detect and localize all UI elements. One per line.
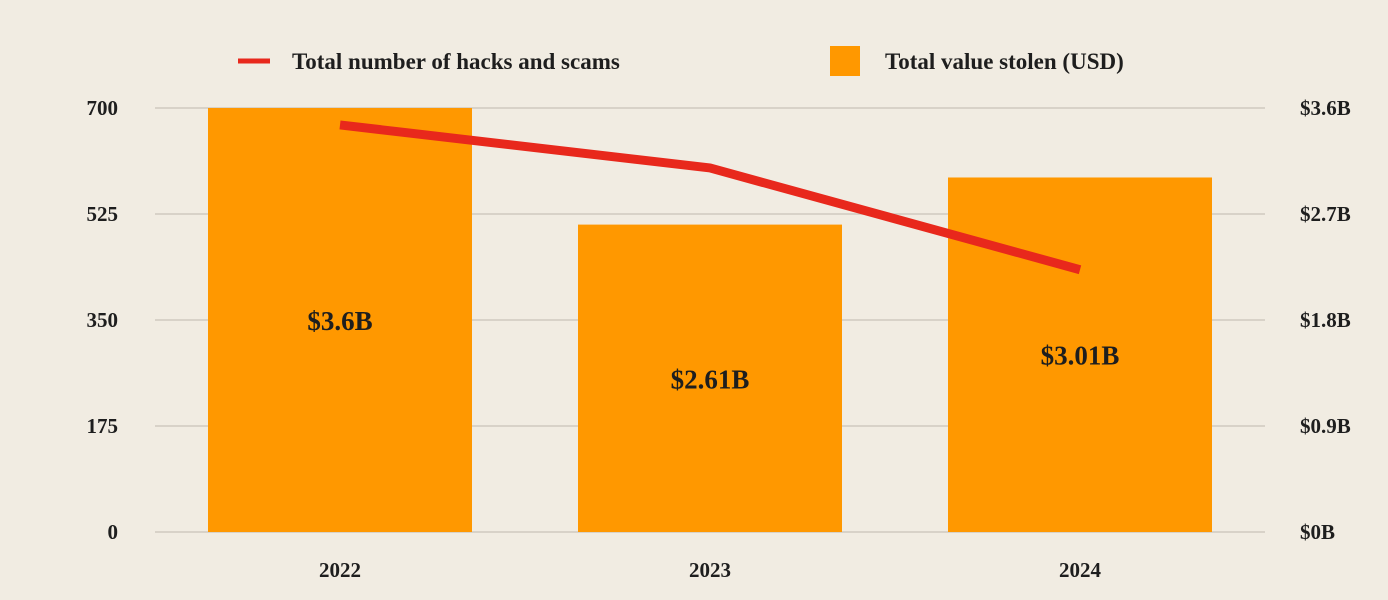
- legend-line-label: Total number of hacks and scams: [292, 49, 620, 74]
- line-series: [339, 120, 1082, 275]
- x-tick-label: 2023: [689, 558, 731, 582]
- axes: 0 $0B 175 $0.9B 350 $1.8B 525 $2.7B 700 $3.6B 2022…: [87, 96, 1351, 582]
- left-tick-label: 700: [87, 96, 119, 120]
- right-tick-label: $0B: [1300, 520, 1335, 544]
- x-tick-label: 2024: [1059, 558, 1102, 582]
- right-tick-label: $1.8B: [1300, 308, 1351, 332]
- bar-2022: [208, 108, 472, 532]
- bar-data-label: $3.01B: [1041, 341, 1120, 371]
- legend-bar-swatch: [830, 46, 860, 76]
- left-tick-label: 0: [108, 520, 119, 544]
- left-tick-label: 350: [87, 308, 119, 332]
- right-tick-label: $2.7B: [1300, 202, 1351, 226]
- bar-data-label: $3.6B: [307, 306, 372, 336]
- right-tick-label: $3.6B: [1300, 96, 1351, 120]
- bar-data-label: $2.61B: [671, 364, 750, 394]
- bar-2023: [578, 224, 842, 532]
- right-tick-label: $0.9B: [1300, 414, 1351, 438]
- bar-2024: [948, 177, 1212, 532]
- x-tick-label: 2022: [319, 558, 361, 582]
- legend: Total number of hacks and scams Total va…: [238, 46, 1124, 76]
- legend-bar-label: Total value stolen (USD): [885, 49, 1124, 74]
- left-tick-label: 175: [87, 414, 119, 438]
- bars: $3.6B $2.61B $3.01B: [208, 108, 1212, 532]
- left-tick-label: 525: [87, 202, 119, 226]
